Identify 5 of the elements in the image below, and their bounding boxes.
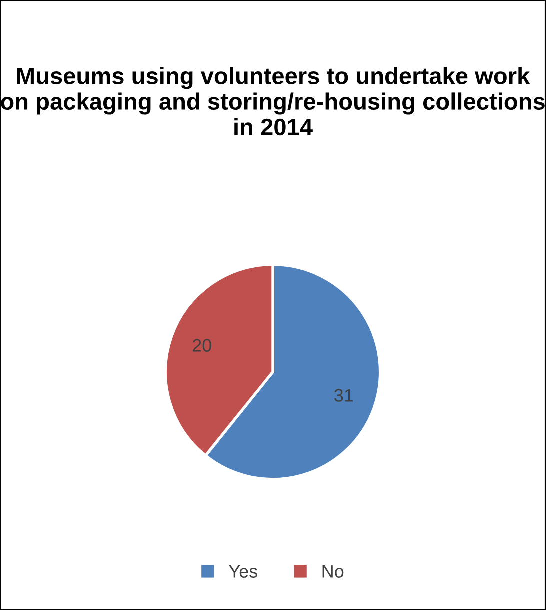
legend-label: No (322, 565, 344, 578)
chart-title: Museums using volunteers to undertake work on packaging and storing/re-housing collections in 2014 (1, 67, 545, 136)
data-label: 31 (334, 389, 354, 402)
data-label: 20 (192, 339, 212, 352)
legend-label: Yes (229, 565, 258, 578)
